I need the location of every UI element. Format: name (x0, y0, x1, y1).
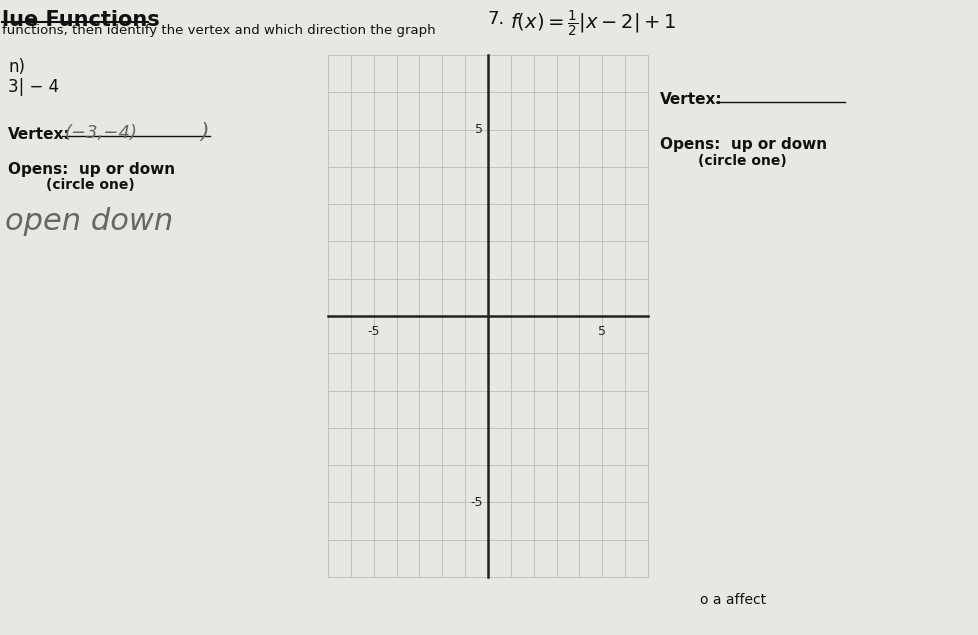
Text: ): ) (200, 122, 208, 142)
Text: (circle one): (circle one) (697, 154, 786, 168)
Text: Vertex:: Vertex: (659, 92, 722, 107)
Text: $f(x) = \frac{1}{2}|x-2|+1$: $f(x) = \frac{1}{2}|x-2|+1$ (510, 9, 676, 39)
Text: lue Functions: lue Functions (2, 10, 159, 30)
Text: functions, then identify the vertex and which direction the graph: functions, then identify the vertex and … (2, 24, 435, 37)
Text: (circle one): (circle one) (46, 178, 135, 192)
Text: o a affect: o a affect (699, 593, 766, 607)
Text: (−3,−4): (−3,−4) (65, 124, 138, 142)
Text: Opens:  up or down: Opens: up or down (8, 162, 175, 177)
Text: open down: open down (5, 207, 173, 236)
Text: -5: -5 (470, 496, 482, 509)
Text: 3| − 4: 3| − 4 (8, 78, 59, 96)
Text: 5: 5 (474, 123, 482, 136)
Text: Vertex:: Vertex: (8, 127, 70, 142)
Text: 7.: 7. (487, 10, 505, 28)
Text: -5: -5 (367, 325, 379, 338)
Text: n): n) (8, 58, 25, 76)
Text: 5: 5 (598, 325, 605, 338)
Text: Opens:  up or down: Opens: up or down (659, 137, 826, 152)
